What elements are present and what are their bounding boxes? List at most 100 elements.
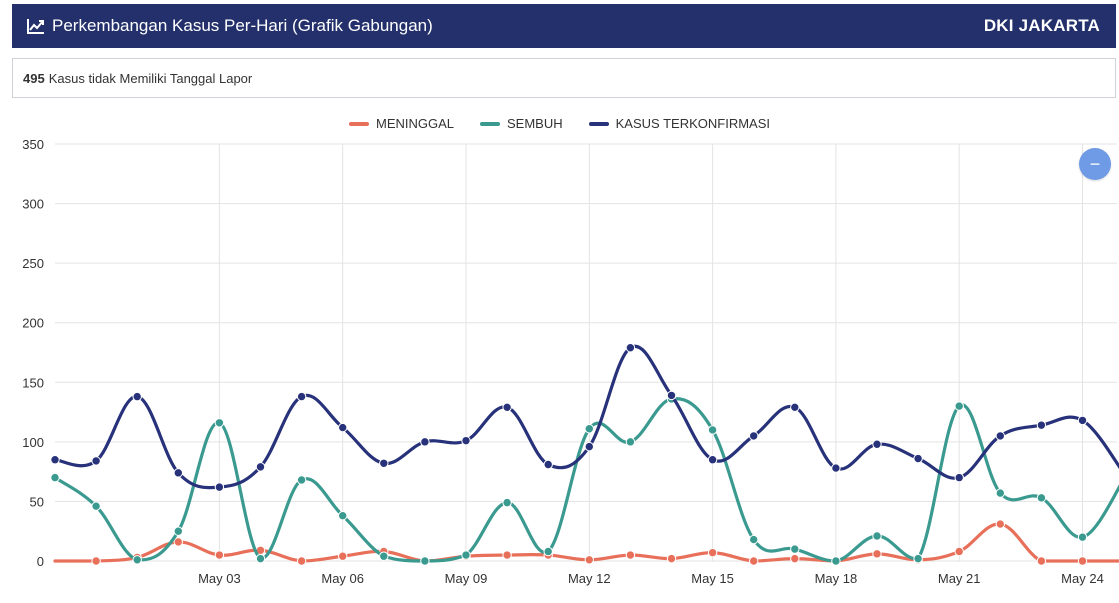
y-tick-label: 150 [22, 375, 44, 390]
y-tick-label: 350 [22, 137, 44, 152]
point-kasus-terkonfirmasi [831, 463, 841, 473]
legend-label: MENINGGAL [376, 116, 455, 131]
point-kasus-terkonfirmasi [913, 453, 923, 464]
x-tick-label: May 18 [815, 571, 858, 586]
point-kasus-terkonfirmasi [338, 422, 348, 433]
point-sembuh [255, 553, 266, 564]
region-label: DKI JAKARTA [983, 16, 1100, 35]
y-tick-label: 100 [22, 435, 44, 450]
point-kasus-terkonfirmasi [954, 472, 964, 483]
point-meninggal [296, 556, 307, 566]
legend-swatch [480, 121, 501, 126]
legend-swatch [349, 121, 369, 126]
point-kasus-terkonfirmasi [1077, 415, 1088, 426]
point-sembuh [790, 544, 800, 554]
chart-legend: MENINGGAL SEMBUH KASUS TERKONFIRMASI [0, 116, 1119, 131]
chart-header: Perkembangan Kasus Per-Hari (Grafik Gabu… [12, 4, 1116, 48]
legend-item-kasus-terkonfirmasi[interactable]: KASUS TERKONFIRMASI [588, 116, 770, 131]
legend-item-sembuh[interactable]: SEMBUH [480, 116, 563, 131]
point-sembuh [91, 501, 101, 511]
x-tick-label: May 24 [1061, 571, 1104, 586]
point-sembuh [1077, 532, 1088, 542]
missing-date-count: 495 [23, 70, 45, 86]
point-kasus-terkonfirmasi [1036, 420, 1047, 430]
point-kasus-terkonfirmasi [502, 402, 512, 413]
point-sembuh [461, 550, 471, 560]
y-tick-label: 200 [22, 316, 44, 331]
point-meninggal [625, 550, 636, 560]
point-sembuh [625, 437, 636, 447]
trend-line-icon [26, 17, 46, 35]
point-sembuh [502, 497, 512, 508]
point-sembuh [1036, 493, 1047, 503]
chart-header-left: Perkembangan Kasus Per-Hari (Grafik Gabu… [26, 16, 433, 36]
point-kasus-terkonfirmasi [625, 343, 636, 353]
x-tick-label: May 12 [568, 571, 611, 586]
series-line-sembuh [53, 397, 1119, 563]
point-sembuh [173, 526, 184, 536]
point-meninggal [749, 556, 759, 566]
missing-date-text: Kasus tidak Memiliki Tanggal Lapor [48, 70, 253, 86]
point-kasus-terkonfirmasi [379, 458, 389, 469]
point-kasus-terkonfirmasi [707, 455, 718, 465]
point-meninggal [954, 546, 964, 557]
point-kasus-terkonfirmasi [296, 391, 307, 402]
point-meninggal [707, 547, 718, 558]
point-sembuh [379, 551, 389, 561]
point-sembuh [543, 546, 553, 557]
y-tick-label: 300 [22, 197, 44, 212]
point-kasus-terkonfirmasi [749, 431, 759, 441]
point-meninggal [173, 537, 184, 547]
point-meninggal [1077, 556, 1088, 566]
point-kasus-terkonfirmasi [50, 455, 60, 465]
legend-item-meninggal[interactable]: MENINGGAL [349, 116, 454, 131]
point-kasus-terkonfirmasi [584, 441, 594, 452]
point-kasus-terkonfirmasi [995, 431, 1005, 441]
legend-label: KASUS TERKONFIRMASI [615, 116, 770, 131]
point-sembuh [749, 534, 759, 545]
point-sembuh [707, 425, 718, 435]
zoom-out-button[interactable]: − [1079, 148, 1111, 180]
point-kasus-terkonfirmasi [132, 391, 142, 402]
y-tick-label: 0 [37, 554, 44, 569]
y-tick-label: 250 [22, 256, 44, 271]
point-meninggal [1036, 556, 1047, 566]
point-sembuh [420, 556, 430, 566]
point-sembuh [913, 553, 923, 564]
point-sembuh [132, 555, 142, 565]
point-meninggal [790, 553, 800, 564]
point-kasus-terkonfirmasi [91, 456, 101, 466]
point-sembuh [954, 401, 964, 411]
point-kasus-terkonfirmasi [420, 437, 430, 447]
point-meninggal [995, 519, 1005, 529]
y-tick-label: 50 [30, 494, 44, 509]
point-meninggal [584, 555, 594, 565]
point-kasus-terkonfirmasi [872, 439, 882, 449]
point-meninggal [214, 550, 225, 560]
point-sembuh [50, 472, 60, 483]
point-meninggal [872, 549, 882, 559]
point-kasus-terkonfirmasi [214, 482, 225, 492]
point-meninggal [666, 553, 677, 564]
point-kasus-terkonfirmasi [543, 459, 553, 470]
minus-icon: − [1089, 153, 1101, 174]
point-sembuh [872, 531, 882, 541]
point-sembuh [584, 424, 594, 434]
point-sembuh [831, 556, 841, 566]
point-kasus-terkonfirmasi [790, 402, 800, 413]
x-tick-label: May 09 [445, 571, 488, 586]
point-meninggal [338, 551, 348, 561]
legend-swatch [588, 121, 609, 126]
chart-title: Perkembangan Kasus Per-Hari (Grafik Gabu… [52, 16, 433, 35]
point-sembuh [995, 488, 1005, 498]
point-sembuh [214, 418, 225, 428]
point-sembuh [338, 511, 348, 521]
point-meninggal [91, 556, 101, 566]
x-tick-label: May 21 [938, 571, 981, 586]
missing-date-info: 495 Kasus tidak Memiliki Tanggal Lapor [12, 58, 1116, 98]
x-tick-label: May 06 [321, 571, 364, 586]
point-kasus-terkonfirmasi [461, 435, 471, 446]
point-kasus-terkonfirmasi [173, 468, 184, 478]
point-kasus-terkonfirmasi [666, 390, 677, 401]
